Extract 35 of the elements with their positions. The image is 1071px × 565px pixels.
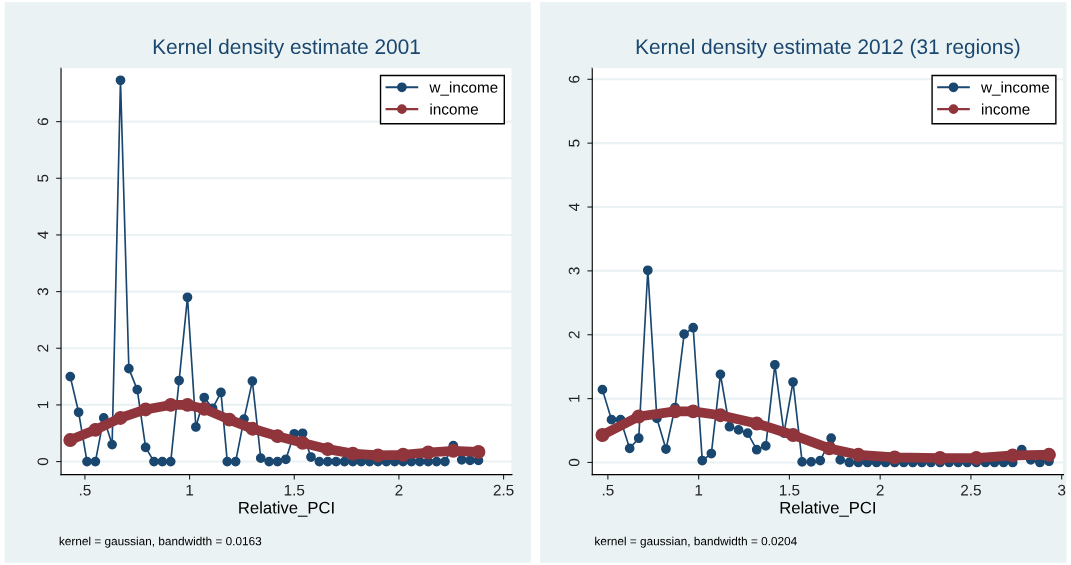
y-tick-label: 3	[37, 288, 49, 296]
chart-title: Kernel density estimate 2012 (31 regions)	[636, 38, 1020, 59]
y-tick-label: 2	[568, 331, 580, 339]
x-tick-label: .5	[79, 484, 91, 496]
x-axis-title: Relative_PCI	[239, 501, 334, 517]
legend-label: w_income	[429, 81, 498, 96]
legend-label: w_income	[980, 81, 1050, 96]
text: kernel = gaussian, bandwidth = 0.0204	[595, 536, 797, 548]
legend-label: income	[982, 103, 1030, 115]
y-tick-label: 2	[37, 344, 49, 352]
x-tick-label: 2	[395, 484, 403, 496]
x-tick-label: .5	[602, 484, 614, 496]
y-tick-label: 6	[568, 75, 580, 83]
y-tick-label: 0	[568, 458, 580, 467]
y-tick-label: 1	[37, 401, 49, 408]
x-tick-label: 1	[695, 484, 703, 496]
x-tick-label: 1.5	[779, 484, 800, 496]
x-tick-label: 2.5	[961, 484, 981, 496]
x-tick-label: 2	[876, 484, 884, 496]
x-tick-label: 3	[1058, 484, 1066, 496]
x-tick-label: 1.5	[284, 484, 305, 496]
y-tick-label: 6	[37, 118, 49, 126]
x-tick-label: 1	[186, 484, 194, 496]
x-tick-label: 2.5	[493, 484, 514, 496]
y-tick-label: 4	[568, 203, 580, 211]
y-tick-label: 1	[568, 395, 580, 402]
y-tick-label: 5	[37, 174, 49, 182]
chart-title: Kernel density estimate 2001	[153, 38, 420, 59]
y-tick-label: 3	[568, 267, 580, 275]
y-tick-label: 4	[37, 231, 49, 239]
text: kernel = gaussian, bandwidth = 0.0163	[59, 536, 262, 548]
x-axis-title: Relative_PCI	[780, 501, 875, 517]
y-tick-label: 0	[37, 457, 49, 466]
legend-label: income	[430, 103, 478, 115]
y-tick-label: 5	[568, 139, 580, 147]
